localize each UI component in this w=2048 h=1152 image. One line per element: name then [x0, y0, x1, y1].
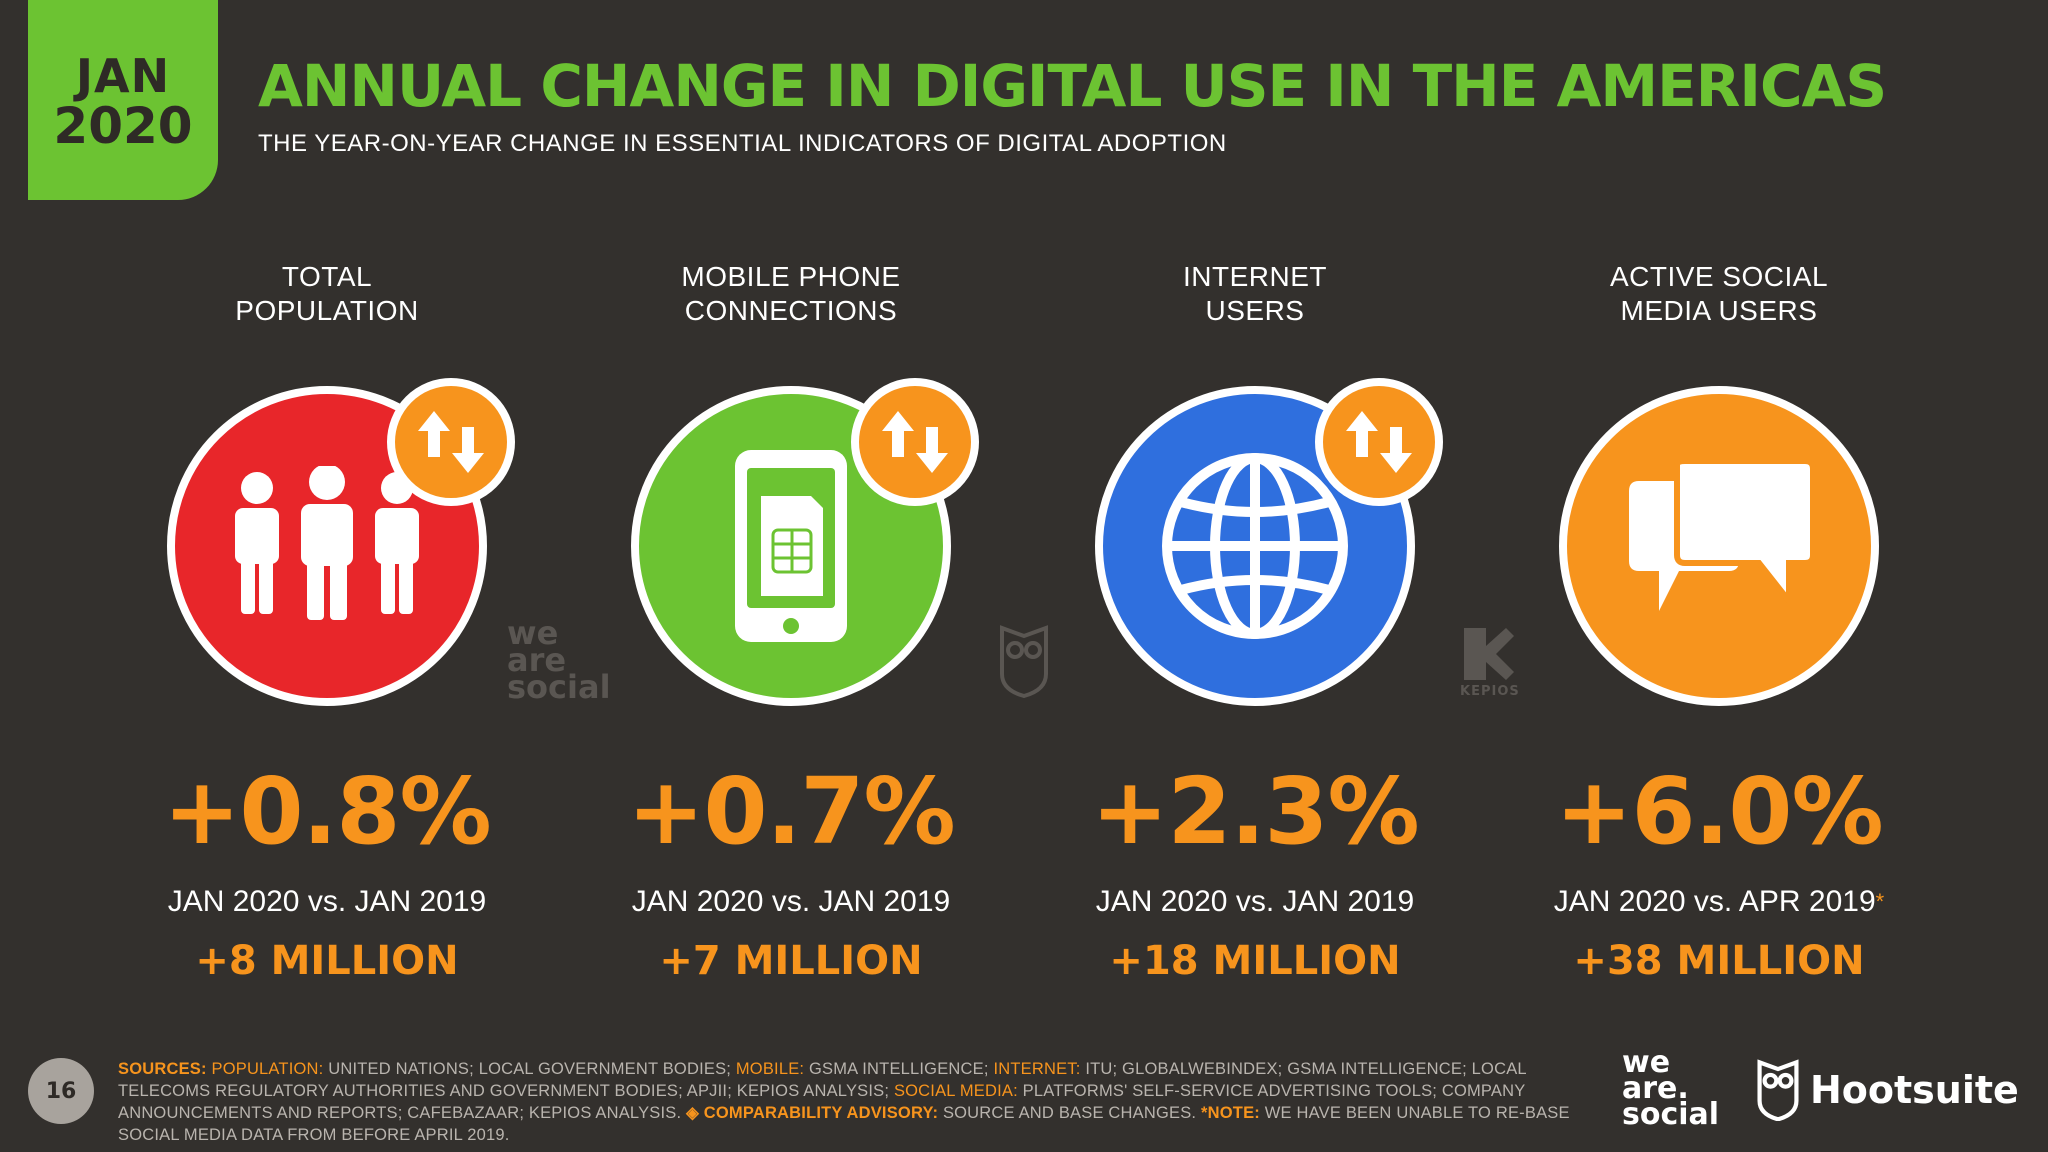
absolute-change: +7 MILLION	[659, 938, 923, 984]
social-circle	[1559, 386, 1879, 706]
panel-label-line1: INTERNET	[1183, 261, 1327, 292]
we-are-social-watermark: we are social	[507, 614, 611, 706]
logo-line1: we	[1622, 1045, 1671, 1080]
panel-total-population: TOTAL POPULATION	[107, 260, 547, 984]
hootsuite-logo: Hootsuite	[1756, 1058, 2019, 1122]
panel-mobile-connections: MOBILE PHONE CONNECTIONS +0.7% JAN 2020 …	[571, 260, 1011, 984]
hootsuite-owl-watermark-icon	[1000, 625, 1048, 698]
watermark-line2: are	[507, 641, 567, 679]
absolute-change: +38 MILLION	[1573, 938, 1865, 984]
watermark-line1: we	[507, 614, 559, 652]
social-source-label: SOCIAL MEDIA:	[893, 1082, 1018, 1100]
chat-bubbles-icon	[1629, 461, 1816, 611]
panel-social-media-users: ACTIVE SOCIAL MEDIA USERS +6.0% JAN 2020…	[1499, 260, 1939, 984]
page-title: ANNUAL CHANGE IN DIGITAL USE IN THE AMER…	[258, 52, 1887, 120]
change-percent: +2.3%	[1091, 758, 1419, 865]
comparability-advisory-text: SOURCE AND BASE CHANGES.	[942, 1104, 1197, 1122]
period-text: JAN 2020 vs. JAN 2019	[1095, 885, 1415, 918]
comparability-advisory-label: ◈ COMPARABILITY ADVISORY:	[686, 1104, 939, 1122]
change-percent: +0.8%	[163, 758, 491, 865]
internet-source-text: ITU; GLOBALWEBINDEX; GSMA INTELLIGENCE; …	[118, 1060, 1527, 1100]
mobile-phone-icon	[735, 450, 847, 642]
updown-arrows-badge	[1315, 378, 1443, 506]
population-source-label: POPULATION:	[211, 1060, 324, 1078]
panel-label-line2: MEDIA USERS	[1620, 295, 1818, 326]
people-icon	[235, 466, 419, 620]
comparison-period: JAN 2020 vs. APR 2019*	[1499, 884, 1939, 920]
panel-label-line2: CONNECTIONS	[684, 295, 898, 326]
panel-label: MOBILE PHONE CONNECTIONS	[571, 260, 1011, 340]
panel-label-line2: POPULATION	[235, 295, 419, 326]
panel-internet-users: INTERNET USERS +2.3% JAN 2020 vs.	[1035, 260, 1475, 984]
logo-line3: social	[1622, 1097, 1720, 1132]
updown-arrows-badge	[387, 378, 515, 506]
mobile-source-label: MOBILE:	[735, 1060, 805, 1078]
absolute-change: +8 MILLION	[195, 938, 459, 984]
date-month: JAN	[75, 48, 171, 103]
panel-label: TOTAL POPULATION	[107, 260, 547, 340]
icon-circle-wrap	[1559, 386, 1879, 706]
note-text: WE HAVE BEEN UNABLE TO RE-BASE SOCIAL ME…	[118, 1104, 1570, 1144]
globe-icon	[1162, 453, 1348, 639]
kepios-watermark-text: KEPIOS	[1460, 684, 1520, 699]
sources-label: SOURCES:	[118, 1060, 207, 1078]
hootsuite-owl-icon	[1757, 1059, 1799, 1121]
social-source-text: PLATFORMS' SELF-SERVICE ADVERTISING TOOL…	[118, 1082, 1526, 1122]
updown-arrows-icon	[418, 411, 484, 473]
we-are-social-logo: we are. social	[1622, 1045, 1720, 1132]
period-text: JAN 2020 vs. JAN 2019	[167, 885, 487, 918]
panel-label-line1: TOTAL	[281, 261, 373, 292]
updown-arrows-badge	[851, 378, 979, 506]
hootsuite-logo-text: Hootsuite	[1810, 1068, 2019, 1112]
panel-label-line2: USERS	[1205, 295, 1305, 326]
absolute-change: +18 MILLION	[1109, 938, 1401, 984]
mobile-source-text: GSMA INTELLIGENCE;	[809, 1060, 989, 1078]
comparison-period: JAN 2020 vs. JAN 2019	[107, 884, 547, 920]
page-number: 16	[28, 1058, 94, 1124]
date-year: 2020	[53, 96, 193, 155]
panel-label: INTERNET USERS	[1035, 260, 1475, 340]
icon-circle-wrap	[631, 378, 979, 706]
period-text: JAN 2020 vs. JAN 2019	[631, 885, 951, 918]
updown-arrows-icon	[882, 411, 948, 473]
icon-circle-wrap	[1095, 378, 1443, 706]
panel-label-line1: MOBILE PHONE	[681, 261, 901, 292]
internet-source-label: INTERNET:	[993, 1060, 1081, 1078]
watermark-line3: social	[507, 668, 611, 706]
date-badge: JAN 2020	[28, 0, 218, 200]
comparison-period: JAN 2020 vs. JAN 2019	[571, 884, 1011, 920]
period-text: JAN 2020 vs. APR 2019	[1553, 885, 1876, 918]
note-label: *NOTE:	[1201, 1104, 1260, 1122]
comparison-period: JAN 2020 vs. JAN 2019	[1035, 884, 1475, 920]
sources-footnote: SOURCES: POPULATION: UNITED NATIONS; LOC…	[118, 1058, 1598, 1146]
panel-label: ACTIVE SOCIAL MEDIA USERS	[1499, 260, 1939, 340]
kepios-watermark-icon	[1464, 628, 1514, 680]
page-subtitle: THE YEAR-ON-YEAR CHANGE IN ESSENTIAL IND…	[258, 130, 1227, 157]
change-percent: +0.7%	[627, 758, 955, 865]
logo-line2: are.	[1622, 1071, 1689, 1106]
panel-label-line1: ACTIVE SOCIAL	[1609, 261, 1829, 292]
change-percent: +6.0%	[1555, 758, 1883, 865]
icon-circle-wrap	[167, 378, 515, 706]
population-source-text: UNITED NATIONS; LOCAL GOVERNMENT BODIES;	[328, 1060, 732, 1078]
updown-arrows-icon	[1346, 411, 1412, 473]
asterisk: *	[1875, 889, 1885, 914]
